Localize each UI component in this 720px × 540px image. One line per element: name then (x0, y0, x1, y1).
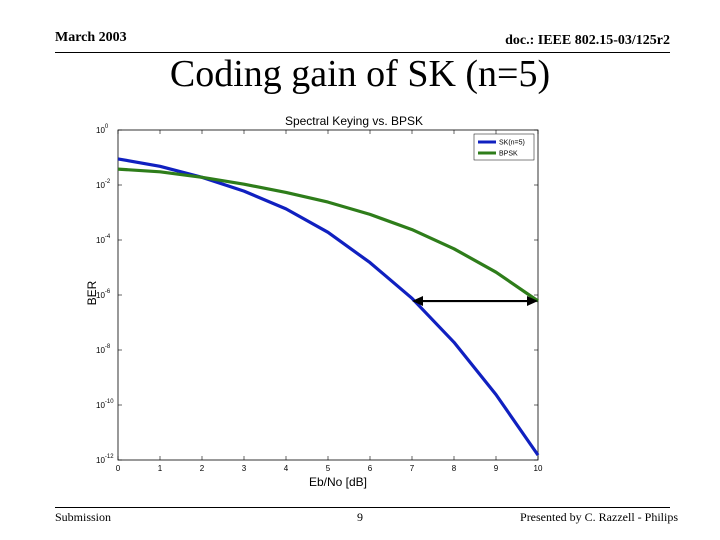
chart-title: Spectral Keying vs. BPSK (285, 114, 423, 128)
x-tick-label: 7 (410, 464, 415, 473)
footer-submission: Submission (55, 510, 112, 524)
x-tick-label: 6 (368, 464, 373, 473)
coding-gain-arrow-head-left (412, 296, 423, 307)
y-ticks: 100 10-2 10-4 10-6 10-8 10-10 10-12 (96, 124, 538, 465)
y-axis-label: BER (85, 280, 99, 305)
footer-rule (55, 507, 670, 508)
y-tick-label: 10-8 (96, 344, 111, 355)
header-doc-id: doc.: IEEE 802.15-03/125r2 (505, 33, 670, 48)
series-line-bpsk (117, 167, 539, 303)
y-tick-label: 10-6 (96, 289, 111, 300)
y-tick-label: 10-12 (96, 454, 114, 465)
x-tick-label: 1 (158, 464, 163, 473)
legend: SK(n=5) BPSK (473, 133, 535, 161)
header-rule (55, 52, 670, 53)
x-tick-label: 4 (284, 464, 289, 473)
legend-label: SK(n=5) (499, 140, 525, 147)
slide-title: Coding gain of SK (n=5) (169, 53, 551, 95)
y-tick-label: 10-4 (96, 234, 111, 245)
x-tick-label: 9 (494, 464, 499, 473)
series-line-sk-n-5 (117, 157, 540, 457)
annotation-layer (412, 296, 538, 307)
y-tick-label: 100 (96, 124, 109, 135)
header-date: March 2003 (55, 30, 127, 45)
x-tick-label: 5 (326, 464, 331, 473)
x-tick-label: 8 (452, 464, 457, 473)
plot-frame (117, 129, 539, 461)
x-axis-label: Eb/No [dB] (309, 475, 367, 489)
footer-presenter: Presented by C. Razzell - Philips (520, 510, 678, 524)
x-tick-label: 3 (242, 464, 247, 473)
footer-page-number: 9 (357, 510, 363, 524)
coding-gain-arrow-head-right (527, 296, 538, 307)
y-tick-label: 10-10 (96, 399, 114, 410)
x-tick-label: 10 (534, 464, 543, 473)
x-tick-label: 2 (200, 464, 205, 473)
x-tick-label: 0 (116, 464, 121, 473)
x-ticks: 0 1 2 3 4 5 6 7 8 9 10 (116, 130, 543, 473)
legend-label: BPSK (499, 151, 518, 158)
series-layer (117, 157, 540, 457)
y-tick-label: 10-2 (96, 179, 111, 190)
legend-box (473, 133, 535, 161)
